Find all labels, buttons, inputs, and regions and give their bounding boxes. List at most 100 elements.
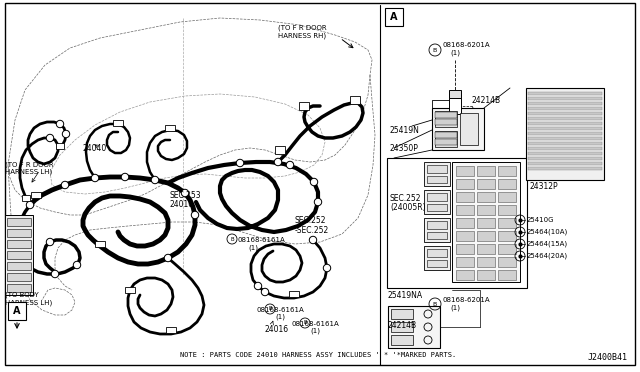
Bar [528,117,602,120]
Text: A: A [13,306,20,316]
Bar [427,260,447,267]
Circle shape [312,180,317,185]
Bar [427,176,447,183]
Text: SEC.252: SEC.252 [390,193,422,202]
Bar [424,162,450,186]
Bar [477,218,495,228]
Text: NOTE : PARTS CODE 24010 HARNESS ASSY INCLUDES ' * '*MARKED PARTS.: NOTE : PARTS CODE 24010 HARNESS ASSY INC… [180,352,456,358]
Circle shape [56,121,63,128]
Bar [452,162,520,282]
Text: 25419NA: 25419NA [388,291,423,299]
Bar [528,162,602,165]
Bar [456,205,474,215]
Bar [477,179,495,189]
Bar [528,127,602,130]
Circle shape [191,212,198,218]
Bar [7,251,31,259]
Bar [498,231,516,241]
Bar [477,166,495,176]
Text: 24312P: 24312P [530,182,559,190]
Bar [8,302,26,320]
Bar [528,112,602,115]
Bar [449,90,461,98]
Bar [498,244,516,254]
Circle shape [47,135,52,141]
Text: B: B [268,307,272,311]
Bar [456,257,474,267]
Text: 24214B: 24214B [388,321,417,330]
Bar [528,152,602,155]
Text: 25419N: 25419N [390,125,420,135]
Circle shape [287,163,292,167]
Text: 24350P: 24350P [390,144,419,153]
Bar [477,257,495,267]
Circle shape [314,199,321,205]
Bar [528,102,602,105]
Text: A: A [390,12,397,22]
Circle shape [26,202,33,208]
Bar [7,218,31,226]
Text: 24010: 24010 [170,199,194,208]
Circle shape [74,263,79,267]
Bar [456,192,474,202]
Bar [528,147,602,150]
Text: J2400B41: J2400B41 [588,353,628,362]
Circle shape [93,176,97,180]
Bar [528,132,602,135]
Bar [427,232,447,239]
Bar [432,108,484,150]
Bar [477,205,495,215]
Bar [424,246,450,270]
Bar [299,102,309,110]
Bar [526,88,604,180]
Circle shape [287,161,294,169]
Bar [498,270,516,280]
Bar [387,158,527,288]
Circle shape [193,212,198,218]
Bar [435,112,457,118]
Text: 25464(15A): 25464(15A) [527,241,568,247]
Circle shape [51,270,58,278]
Bar [391,322,413,332]
Bar [427,221,447,229]
Bar [477,244,495,254]
Text: 08168-6201A: 08168-6201A [443,42,491,48]
Bar [56,143,64,149]
Text: 25464(20A): 25464(20A) [527,253,568,259]
Circle shape [47,135,54,141]
Bar [7,240,31,248]
Bar [7,273,31,281]
Bar [498,218,516,228]
Text: SEC.253: SEC.253 [170,190,202,199]
Text: (1): (1) [450,305,460,311]
Circle shape [92,174,99,182]
Bar [528,142,602,145]
Circle shape [310,179,317,186]
Text: 24016: 24016 [265,326,289,334]
Bar [166,327,176,333]
Bar [275,146,285,154]
Circle shape [47,238,54,246]
Circle shape [275,160,280,164]
Circle shape [324,266,330,270]
Bar [289,291,299,297]
Text: (1): (1) [310,328,320,334]
Bar [435,139,457,145]
Circle shape [63,183,67,187]
Circle shape [152,177,157,183]
Circle shape [255,283,260,289]
Text: (TO BODY: (TO BODY [5,292,39,298]
Circle shape [152,176,159,183]
Circle shape [237,160,243,166]
Text: (1): (1) [248,245,258,251]
Bar [498,257,516,267]
Bar [95,241,105,247]
Bar [427,249,447,257]
Bar [456,218,474,228]
Bar [7,262,31,270]
Bar [477,231,495,241]
Bar [528,137,602,140]
Circle shape [316,199,321,205]
Bar [391,309,413,319]
Text: (1): (1) [275,314,285,320]
